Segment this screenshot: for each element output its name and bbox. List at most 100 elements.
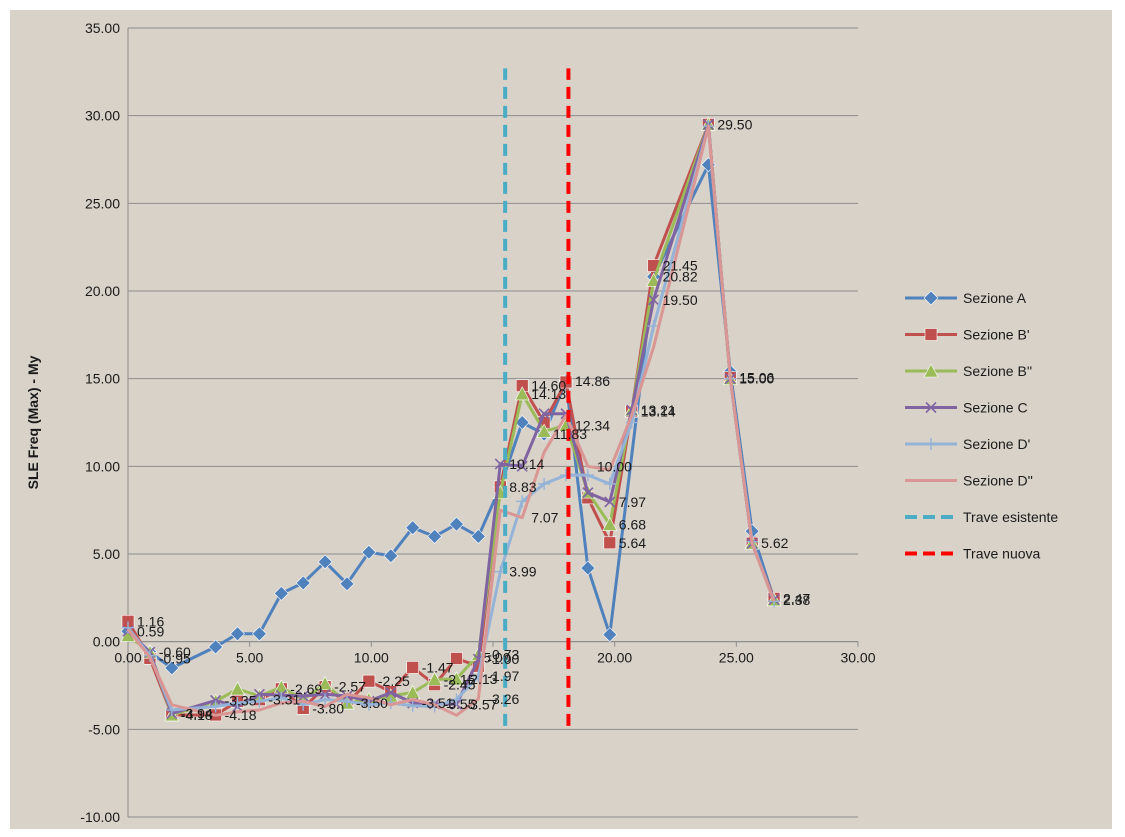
data-label: -3.50: [356, 695, 388, 711]
marker-point: [230, 626, 245, 642]
y-tick-label: 20.00: [85, 283, 120, 299]
marker-point: [925, 438, 937, 450]
marker-point: [208, 639, 224, 655]
legend-item: Sezione A: [905, 290, 1027, 306]
series-line: [126, 124, 776, 717]
series-sezione-d-: [126, 124, 776, 717]
marker-point: [603, 536, 617, 550]
marker-point: [514, 386, 530, 401]
marker-point: [210, 694, 222, 706]
marker-point: [362, 674, 376, 688]
marker-point: [341, 695, 353, 708]
marker-point: [924, 328, 938, 341]
marker-point: [297, 690, 309, 702]
marker-point: [383, 548, 399, 564]
legend-label: Sezione B'': [963, 363, 1032, 379]
data-label: 14.86: [575, 373, 610, 389]
marker-point: [923, 290, 939, 306]
data-label: -2.69: [290, 681, 322, 697]
legend-label: Sezione D': [963, 436, 1030, 452]
data-label: 10.00: [597, 458, 632, 474]
legend-label: Sezione A: [963, 290, 1027, 306]
marker-point: [295, 575, 311, 591]
marker-point: [536, 423, 552, 438]
marker-point: [317, 676, 333, 691]
legend-item: Sezione D'': [905, 473, 1033, 489]
x-tick-label: 0.00: [114, 650, 141, 666]
y-tick-label: 30.00: [85, 108, 120, 124]
legend: Sezione A Sezione B' Sezione B'' Sezione C S…: [905, 290, 1058, 562]
marker-point: [538, 477, 551, 490]
line-chart: -10.00 -5.00 0.00 5.00 10.00 15.00 20.00 25.00 3…: [25, 20, 1058, 825]
marker-point: [253, 688, 265, 700]
marker-point: [604, 496, 616, 508]
data-label: 19.50: [663, 292, 698, 308]
marker-point: [319, 693, 332, 706]
data-label: 6.68: [619, 517, 646, 533]
data-label: 8.83: [509, 479, 536, 495]
marker-point: [925, 401, 937, 414]
data-label: -3.31: [268, 692, 300, 708]
marker-point: [648, 294, 660, 306]
legend-item: Sezione B': [905, 327, 1030, 343]
data-label: 0.59: [137, 623, 164, 639]
data-label: 13.21: [641, 402, 676, 418]
x-tick-label: 25.00: [719, 650, 754, 666]
marker-point: [405, 520, 421, 536]
chart-area: -10.00 -5.00 0.00 5.00 10.00 15.00 20.00 25.00 3…: [10, 10, 1112, 829]
data-label: 14.60: [531, 378, 566, 394]
data-label: -0.95: [159, 650, 191, 666]
data-label: 2.38: [783, 592, 810, 608]
legend-item: Trave nuova: [905, 546, 1041, 562]
marker-point: [273, 586, 289, 601]
data-labels: 0.59 -0.60 8.83 11.83 14.86 20.82 1.16 -0.95 -4.…: [137, 116, 811, 723]
marker-point: [602, 516, 618, 531]
data-label: -0.73: [487, 646, 519, 662]
legend-item: Sezione B'': [905, 363, 1032, 379]
x-tick-label: 10.00: [354, 650, 389, 666]
marker-point: [450, 693, 463, 706]
marker-point: [231, 697, 244, 710]
marker-point: [603, 477, 616, 490]
data-label: -1.97: [487, 668, 519, 684]
data-label: -3.26: [487, 691, 519, 707]
data-label: 15.06: [739, 370, 774, 386]
data-label: 29.50: [717, 116, 752, 132]
y-tick-label: 35.00: [85, 20, 120, 36]
y-tick-label: 10.00: [85, 458, 120, 474]
x-tick-label: 5.00: [236, 650, 263, 666]
y-tick-label: -10.00: [80, 809, 120, 825]
series-line: [127, 122, 776, 717]
data-label: -2.15: [444, 671, 476, 687]
data-label: 7.07: [531, 510, 558, 526]
marker-point: [602, 627, 618, 643]
data-label: -3.35: [225, 692, 257, 708]
data-label: 20.82: [663, 269, 698, 285]
data-label: 1.16: [137, 613, 164, 629]
data-label: -3.80: [312, 700, 344, 716]
marker-point: [317, 554, 333, 570]
data-label: -1.00: [487, 651, 519, 667]
data-label: -3.57: [466, 696, 498, 712]
y-axis-label: SLE Freq (Max) - My: [25, 355, 41, 489]
legend-label: Trave esistente: [963, 509, 1058, 525]
marker-point: [251, 626, 267, 642]
data-label: -4.18: [181, 707, 213, 723]
legend-label: Sezione B': [963, 327, 1030, 343]
marker-point: [582, 487, 594, 499]
data-label: -2.45: [444, 677, 476, 693]
marker-point: [580, 560, 596, 576]
data-label: 15.00: [739, 371, 774, 387]
data-label: 7.97: [619, 494, 646, 510]
data-label: 10.14: [509, 456, 544, 472]
marker-point: [427, 671, 443, 686]
legend-label: Sezione C: [963, 400, 1028, 416]
marker-point: [209, 700, 222, 713]
x-tick-label: 30.00: [840, 650, 875, 666]
marker-point: [361, 544, 377, 560]
data-label: -3.94: [181, 706, 213, 722]
legend-item: Trave esistente: [905, 509, 1058, 525]
y-tick-label: 5.00: [93, 546, 120, 562]
data-label: 13.14: [641, 403, 676, 419]
data-label: 5.62: [761, 535, 788, 551]
